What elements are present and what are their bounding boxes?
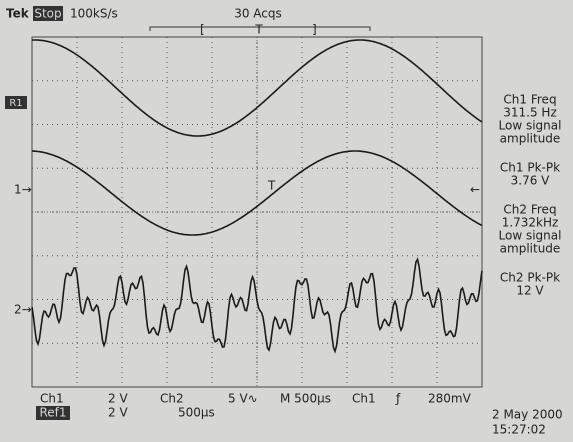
brand: Tek: [6, 7, 30, 21]
measurement-line: 311.5 Hz: [503, 106, 557, 120]
ch2-label: Ch2: [160, 392, 184, 406]
ch2-marker: 2→: [14, 303, 32, 317]
oscilloscope-screen: Tek Stop 100kS/s 30 Acqs [ ] T R1 1→ 2→ …: [0, 0, 573, 442]
trigger-source: Ch1: [352, 392, 376, 406]
ref1-scale: 2 V: [108, 406, 128, 420]
measurement-line: 3.76 V: [511, 174, 551, 188]
measurement-title: Ch1 Pk-Pk: [500, 161, 560, 175]
trigger-position: T: [254, 23, 263, 37]
bracket-left: [: [200, 23, 205, 37]
trigger-slope: ƒ: [395, 392, 401, 406]
ch1-marker: 1→: [14, 183, 32, 197]
timebase: M 500µs: [280, 392, 331, 406]
ref1-label: Ref1: [39, 406, 66, 420]
sample-rate: 100kS/s: [70, 7, 118, 21]
measurement-line: 1.732kHz: [502, 216, 559, 230]
mode: Stop: [34, 7, 61, 21]
acquisitions: 30 Acqs: [234, 7, 282, 21]
ref1-marker: R1: [9, 98, 22, 109]
ch1-label: Ch1: [40, 392, 64, 406]
measurement-title: Ch1 Freq: [503, 93, 556, 107]
trigger-level: 280mV: [428, 392, 472, 406]
background: [0, 0, 573, 442]
measurement-title: Ch2 Freq: [503, 203, 556, 217]
measurement-title: Ch2 Pk-Pk: [500, 271, 560, 285]
measurement-line: amplitude: [500, 242, 561, 256]
ch1-scale: 2 V: [108, 392, 128, 406]
measurement-line: amplitude: [500, 132, 561, 146]
trigger-marker: T: [267, 179, 276, 193]
date: 2 May 2000: [492, 408, 563, 422]
ch2-scale: 5 V∿: [228, 392, 258, 406]
bracket-right: ]: [312, 23, 317, 37]
time: 15:27:02: [492, 423, 546, 437]
trigger-level-arrow: ←: [470, 183, 480, 197]
measurement-line: Low signal: [499, 119, 562, 133]
measurement-line: 12 V: [516, 284, 544, 298]
ref1-time: 500µs: [178, 406, 215, 420]
measurement-line: Low signal: [499, 229, 562, 243]
